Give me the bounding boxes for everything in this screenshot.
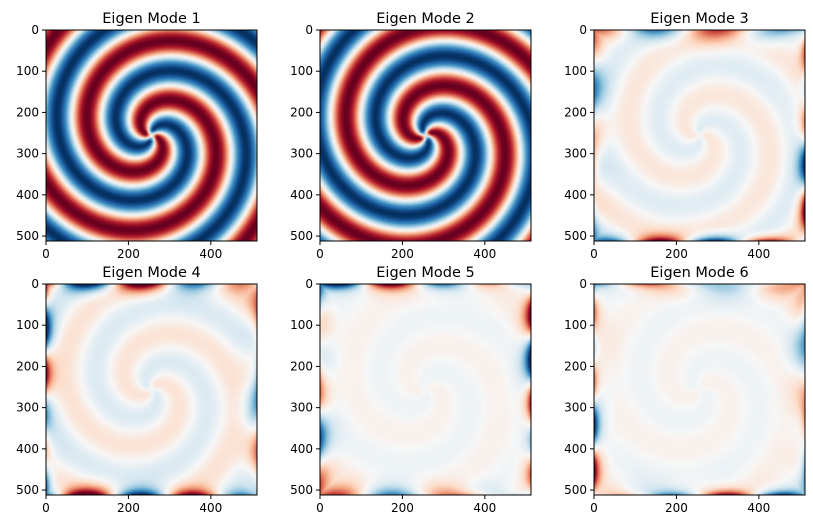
x-tick-label: 400 xyxy=(199,247,222,261)
y-tick-label: 300 xyxy=(564,401,587,415)
x-tick-label: 200 xyxy=(117,247,140,261)
panel-title: Eigen Mode 1 xyxy=(102,11,200,27)
eigen-mode-panel: Eigen Mode 1 0 200 400 0 100 200 300 400 500 xyxy=(16,11,258,261)
heatmap-image xyxy=(46,30,257,241)
y-tick-label: 300 xyxy=(290,147,313,161)
y-tick-label: 400 xyxy=(564,442,587,456)
y-tick-label: 100 xyxy=(16,318,39,332)
x-tick-label: 0 xyxy=(316,247,324,261)
x-tick-label: 400 xyxy=(473,247,496,261)
x-tick-label: 200 xyxy=(391,247,414,261)
panel-title: Eigen Mode 6 xyxy=(650,265,748,281)
panel-title: Eigen Mode 3 xyxy=(650,11,748,27)
eigen-mode-panel: Eigen Mode 4 0 200 400 0 100 200 300 400 500 xyxy=(16,265,258,515)
y-tick-label: 100 xyxy=(290,318,313,332)
y-tick-label: 0 xyxy=(31,23,39,37)
y-tick-label: 300 xyxy=(16,147,39,161)
heatmap-image xyxy=(46,284,257,495)
y-tick-label: 500 xyxy=(16,483,39,497)
eigen-mode-panel: Eigen Mode 5 0 200 400 0 100 200 300 400 500 xyxy=(290,265,532,515)
y-tick-label: 100 xyxy=(564,64,587,78)
x-tick-label: 200 xyxy=(665,501,688,515)
x-tick-label: 0 xyxy=(316,501,324,515)
y-tick-label: 200 xyxy=(290,105,313,119)
y-tick-label: 0 xyxy=(579,23,587,37)
x-tick-label: 400 xyxy=(199,501,222,515)
y-tick-label: 500 xyxy=(290,229,313,243)
eigen-mode-panel: Eigen Mode 2 0 200 400 0 100 200 300 400 500 xyxy=(290,11,532,261)
y-tick-label: 500 xyxy=(564,229,587,243)
y-tick-label: 300 xyxy=(564,147,587,161)
y-tick-label: 300 xyxy=(16,401,39,415)
x-tick-label: 200 xyxy=(117,501,140,515)
y-tick-label: 100 xyxy=(16,64,39,78)
panel-title: Eigen Mode 4 xyxy=(102,265,200,281)
axes-frame xyxy=(593,283,806,496)
y-tick-label: 400 xyxy=(16,188,39,202)
x-tick-label: 400 xyxy=(473,501,496,515)
y-tick-label: 0 xyxy=(305,23,313,37)
y-tick-label: 400 xyxy=(564,188,587,202)
y-tick-label: 200 xyxy=(564,359,587,373)
y-tick-label: 200 xyxy=(16,105,39,119)
heatmap-image xyxy=(594,284,805,495)
x-tick-label: 400 xyxy=(747,247,770,261)
x-tick-label: 0 xyxy=(42,501,50,515)
y-tick-label: 0 xyxy=(31,277,39,291)
axes-frame xyxy=(319,29,532,242)
panel-title: Eigen Mode 2 xyxy=(376,11,474,27)
axes-frame xyxy=(45,29,258,242)
axes-frame xyxy=(45,283,258,496)
x-tick-label: 0 xyxy=(590,247,598,261)
eigen-mode-panel: Eigen Mode 6 0 200 400 0 100 200 300 400 500 xyxy=(564,265,806,515)
y-tick-label: 0 xyxy=(579,277,587,291)
x-tick-label: 200 xyxy=(391,501,414,515)
heatmap-image xyxy=(320,30,531,241)
y-tick-label: 300 xyxy=(290,401,313,415)
panel-title: Eigen Mode 5 xyxy=(376,265,474,281)
heatmap-image xyxy=(320,284,531,495)
y-tick-label: 400 xyxy=(290,442,313,456)
y-tick-label: 500 xyxy=(290,483,313,497)
y-tick-label: 400 xyxy=(16,442,39,456)
y-tick-label: 200 xyxy=(290,359,313,373)
x-tick-label: 0 xyxy=(42,247,50,261)
y-tick-label: 500 xyxy=(16,229,39,243)
y-tick-label: 200 xyxy=(564,105,587,119)
y-tick-label: 0 xyxy=(305,277,313,291)
y-tick-label: 200 xyxy=(16,359,39,373)
y-tick-label: 100 xyxy=(290,64,313,78)
x-tick-label: 0 xyxy=(590,501,598,515)
y-tick-label: 400 xyxy=(290,188,313,202)
y-tick-label: 500 xyxy=(564,483,587,497)
axes-frame xyxy=(593,29,806,242)
x-tick-label: 400 xyxy=(747,501,770,515)
heatmap-image xyxy=(594,30,805,241)
y-tick-label: 100 xyxy=(564,318,587,332)
axes-frame xyxy=(319,283,532,496)
x-tick-label: 200 xyxy=(665,247,688,261)
eigen-mode-panel: Eigen Mode 3 0 200 400 0 100 200 300 400 500 xyxy=(564,11,806,261)
